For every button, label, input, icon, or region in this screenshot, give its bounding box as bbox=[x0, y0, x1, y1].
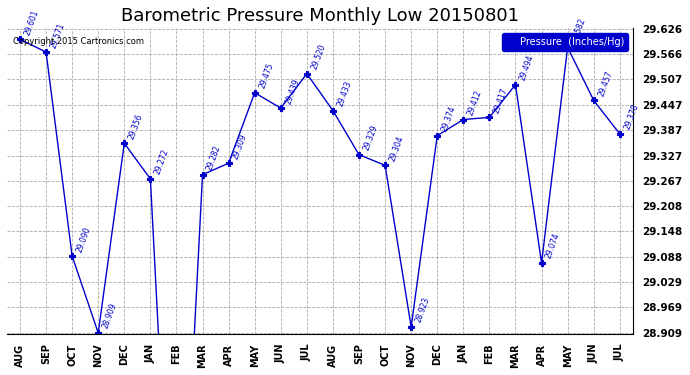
Text: 29.309: 29.309 bbox=[231, 132, 249, 160]
Text: 28.909: 28.909 bbox=[101, 302, 119, 330]
Text: 29.272: 29.272 bbox=[153, 148, 170, 176]
Text: 29.439: 29.439 bbox=[284, 77, 301, 105]
Text: Copyright 2015 Cartronics.com: Copyright 2015 Cartronics.com bbox=[13, 37, 144, 46]
Text: 28.923: 28.923 bbox=[414, 296, 431, 324]
Text: 29.582: 29.582 bbox=[571, 17, 588, 45]
Text: 29.412: 29.412 bbox=[466, 89, 484, 117]
Text: 29.520: 29.520 bbox=[310, 43, 327, 71]
Text: 29.374: 29.374 bbox=[440, 105, 457, 133]
Text: 29.494: 29.494 bbox=[518, 54, 536, 82]
Text: 29.571: 29.571 bbox=[49, 21, 66, 49]
Text: 29.090: 29.090 bbox=[75, 225, 92, 253]
Legend: Pressure  (Inches/Hg): Pressure (Inches/Hg) bbox=[502, 33, 628, 51]
Text: 29.475: 29.475 bbox=[257, 62, 275, 90]
Text: 29.304: 29.304 bbox=[388, 135, 406, 162]
Text: 29.417: 29.417 bbox=[492, 87, 510, 115]
Text: 29.601: 29.601 bbox=[23, 9, 40, 37]
Text: 29.433: 29.433 bbox=[336, 80, 353, 108]
Text: 29.329: 29.329 bbox=[362, 124, 380, 152]
Text: 29.074: 29.074 bbox=[544, 232, 562, 260]
Text: 29.378: 29.378 bbox=[622, 103, 640, 131]
Text: 29.356: 29.356 bbox=[127, 112, 145, 141]
Text: 29.457: 29.457 bbox=[596, 69, 614, 98]
Text: 29.282: 29.282 bbox=[206, 144, 223, 172]
Title: Barometric Pressure Monthly Low 20150801: Barometric Pressure Monthly Low 20150801 bbox=[121, 7, 519, 25]
Text: 28.088: 28.088 bbox=[0, 374, 1, 375]
